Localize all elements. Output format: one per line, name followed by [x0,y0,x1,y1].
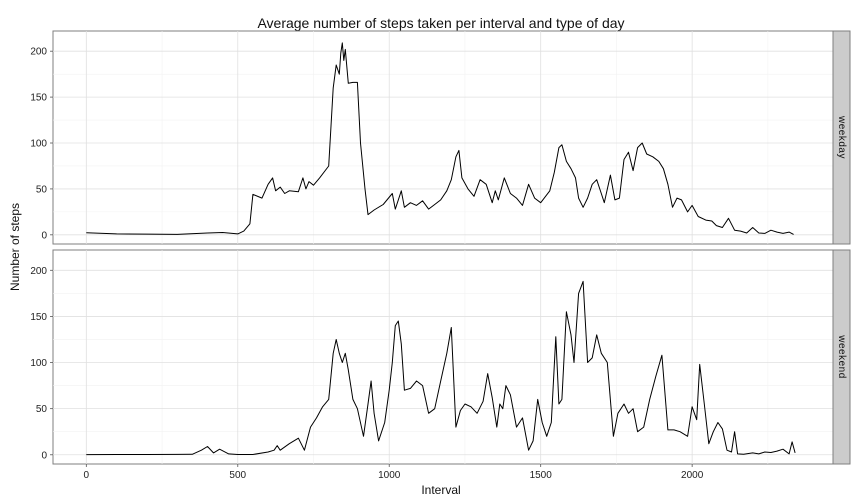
y-tick-label: 150 [30,93,47,104]
x-tick-label: 1000 [378,470,401,481]
y-tick-label: 0 [41,450,47,461]
x-tick-label: 1500 [530,470,553,481]
x-tick-label: 500 [229,470,246,481]
series-line-weekend [86,280,796,456]
y-tick-label: 100 [30,139,47,150]
y-tick-label: 200 [30,266,47,277]
x-axis: 0 500 1000 1500 2000 [84,464,704,481]
x-tick-label: 2000 [681,470,704,481]
y-axis-title: Number of steps [8,203,22,291]
facet-strip-label: weekday [836,115,847,159]
x-tick-label: 0 [84,470,90,481]
panels-layer: 0 50 100 150 200 weekday 0 50 100 150 200 weekend [30,30,851,465]
facet-strip-label: weekend [836,334,847,379]
panel-border [52,249,834,465]
y-tick-label: 200 [30,47,47,58]
y-tick-label: 150 [30,312,47,323]
y-tick-label: 50 [36,184,48,195]
x-axis-title: Interval [421,483,460,497]
series-line-weekday [86,42,794,235]
facet-strip [832,249,851,465]
chart-title: Average number of steps taken per interv… [257,15,624,31]
panel-weekday: 0 50 100 150 200 weekday [30,30,851,245]
y-tick-label: 50 [36,404,48,415]
panel-border [52,30,834,245]
y-tick-label: 100 [30,358,47,369]
y-tick-label: 0 [41,230,47,241]
facet-strip [832,30,851,245]
panel-weekend: 0 50 100 150 200 weekend [30,249,851,465]
